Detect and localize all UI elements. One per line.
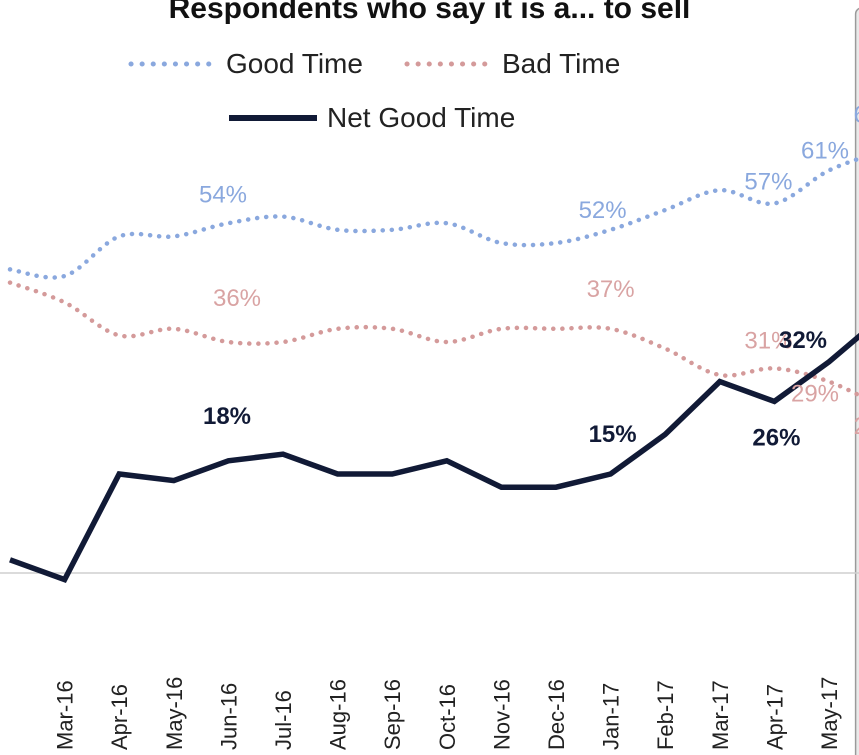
x-tick-label: Oct-16 (435, 684, 460, 750)
data-label-good-time: 54% (199, 182, 247, 209)
legend-bad-time-swatch (404, 61, 494, 67)
chart-title: Respondents who say it is a... to sell (168, 0, 691, 25)
data-label-good-time: 52% (579, 197, 627, 224)
legend-good-time: Good Time (128, 48, 363, 80)
series-line-good-time (7, 156, 859, 280)
data-label-net-good-time: 18% (203, 403, 251, 430)
x-tick-label: Apr-16 (107, 684, 132, 750)
legend-good-time-swatch (128, 61, 218, 67)
legend-good-time-label: Good Time (226, 48, 363, 79)
highlight-band (854, 7, 859, 755)
x-tick-label: Jan-17 (599, 683, 624, 750)
legend-net-good-time-label: Net Good Time (327, 102, 516, 133)
data-label-bad-time: 25% (854, 413, 859, 440)
x-tick-label: Feb-17 (653, 680, 678, 750)
legend-bad-time: Bad Time (404, 48, 620, 80)
data-label-good-time: 57% (744, 168, 792, 195)
series-line-bad-time (7, 280, 859, 398)
data-label-good-time: 61% (801, 137, 849, 164)
data-label-net-good-time: 32% (779, 327, 827, 354)
x-tick-label: Aug-16 (326, 679, 351, 750)
series-line-net-good-time (9, 332, 859, 584)
data-label-bad-time: 37% (587, 276, 635, 303)
x-tick-label: Nov-16 (489, 679, 514, 750)
legend-bad-time-label: Bad Time (502, 48, 621, 79)
data-label-bad-time: 29% (791, 381, 839, 408)
data-label-bad-time: 31% (744, 327, 792, 354)
x-tick-label: Apr-17 (762, 684, 787, 750)
x-tick-label: Jul-16 (271, 690, 296, 750)
x-tick-label: Mar-16 (53, 680, 78, 750)
x-tick-label: Jun-16 (216, 683, 241, 750)
legend-net-good-time-swatch (229, 115, 317, 121)
x-tick-label: Sep-16 (380, 679, 405, 750)
data-label-good-time: 64% (854, 102, 859, 129)
x-tick-label: Dec-16 (544, 679, 569, 750)
data-label-bad-time: 36% (213, 285, 261, 312)
x-tick-label: May-17 (817, 677, 842, 750)
x-tick-label: May-16 (162, 677, 187, 750)
data-label-net-good-time: 15% (589, 421, 637, 448)
data-label-net-good-time: 26% (752, 424, 800, 451)
x-tick-label: Mar-17 (708, 680, 733, 750)
legend-net-good-time: Net Good Time (227, 102, 515, 134)
